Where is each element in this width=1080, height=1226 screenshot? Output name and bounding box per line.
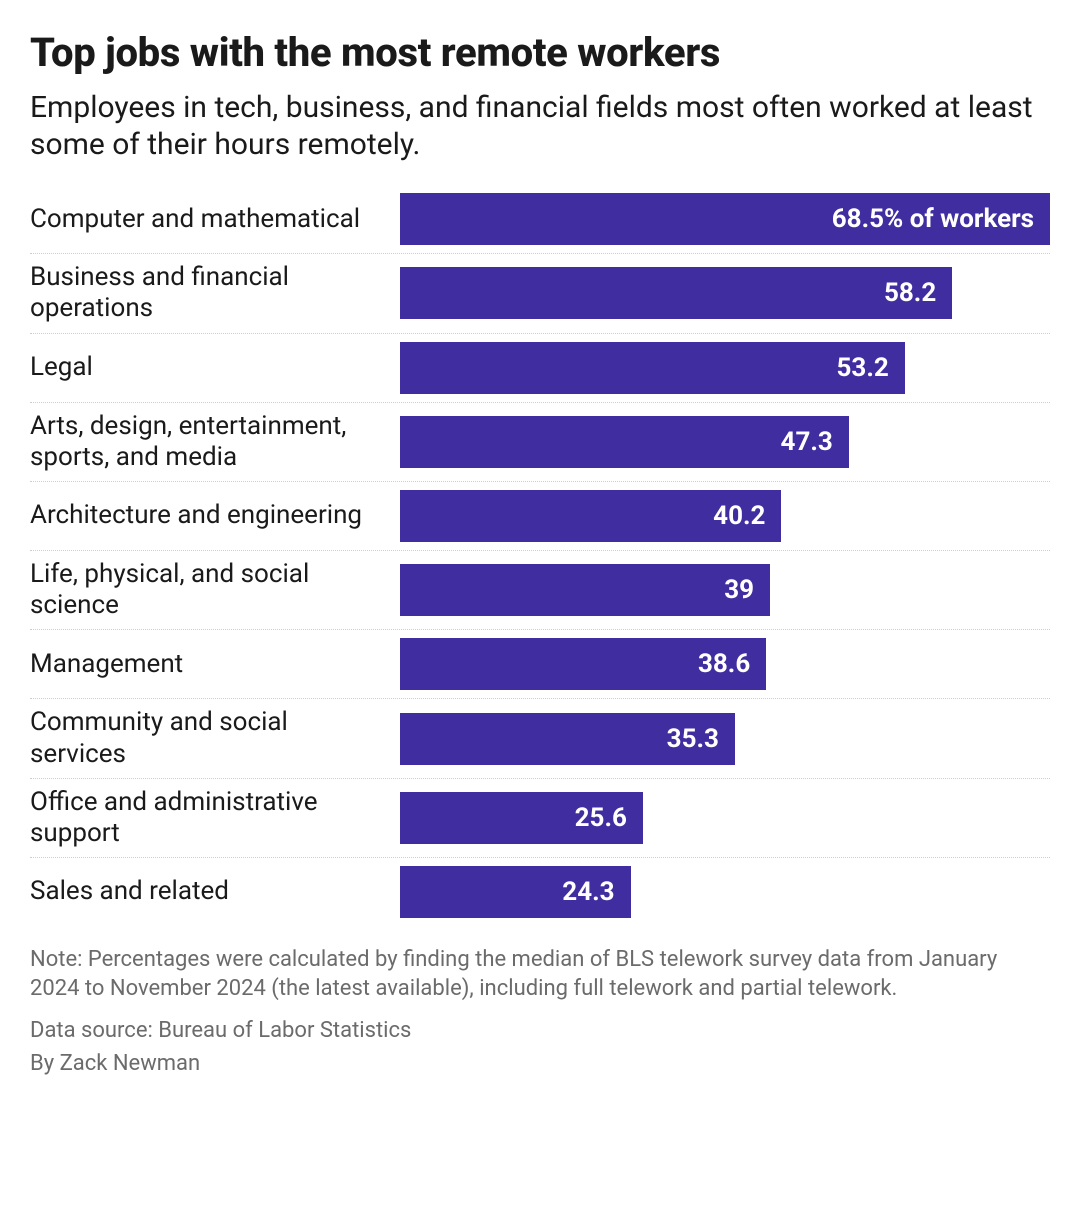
bar-value-label: 58.2 xyxy=(884,278,936,308)
bar-cell: 40.2 xyxy=(400,490,1050,542)
bar: 25.6 xyxy=(400,792,643,844)
chart-row: Architecture and engineering 40.2 xyxy=(30,482,1050,551)
bar-cell: 39 xyxy=(400,564,1050,616)
chart-row: Sales and related 24.3 xyxy=(30,858,1050,926)
bar: 35.3 xyxy=(400,713,735,765)
chart-row: Computer and mathematical 68.5% of worker… xyxy=(30,185,1050,254)
chart-container: Top jobs with the most remote workers Em… xyxy=(0,0,1080,1102)
category-label: Architecture and engineering xyxy=(30,500,400,531)
bar-value-label: 35.3 xyxy=(667,724,719,754)
bar: 39 xyxy=(400,564,770,616)
category-label: Sales and related xyxy=(30,876,400,907)
chart-row: Community and social services 35.3 xyxy=(30,699,1050,778)
bar-value-label: 68.5% of workers xyxy=(832,204,1034,234)
bar-value-label: 38.6 xyxy=(698,649,750,679)
chart-title: Top jobs with the most remote workers xyxy=(30,30,1050,76)
category-label: Legal xyxy=(30,352,400,383)
chart-row: Legal 53.2 xyxy=(30,334,1050,403)
chart-row: Business and financial operations 58.2 xyxy=(30,254,1050,333)
bar-cell: 47.3 xyxy=(400,416,1050,468)
bar-cell: 35.3 xyxy=(400,713,1050,765)
footnote: Note: Percentages were calculated by fin… xyxy=(30,946,1050,1003)
chart-footer: Note: Percentages were calculated by fin… xyxy=(30,946,1050,1078)
category-label: Computer and mathematical xyxy=(30,204,400,235)
bar-value-label: 24.3 xyxy=(562,877,614,907)
bar: 38.6 xyxy=(400,638,766,690)
bar-value-label: 25.6 xyxy=(575,803,627,833)
bar: 40.2 xyxy=(400,490,781,542)
bar: 47.3 xyxy=(400,416,849,468)
bar-cell: 53.2 xyxy=(400,342,1050,394)
category-label: Life, physical, and social science xyxy=(30,559,400,621)
bar-value-label: 53.2 xyxy=(837,353,889,383)
bar: 53.2 xyxy=(400,342,905,394)
category-label: Management xyxy=(30,649,400,680)
chart-row: Management 38.6 xyxy=(30,630,1050,699)
byline: By Zack Newman xyxy=(30,1050,1050,1079)
bar: 58.2 xyxy=(400,267,952,319)
bar-value-label: 39 xyxy=(724,575,754,605)
bar-cell: 68.5% of workers xyxy=(400,193,1050,245)
chart-subtitle: Employees in tech, business, and financi… xyxy=(30,90,1050,163)
chart-row: Arts, design, entertainment, sports, and… xyxy=(30,403,1050,482)
data-source: Data source: Bureau of Labor Statistics xyxy=(30,1017,1050,1046)
bar-chart: Computer and mathematical 68.5% of worker… xyxy=(30,185,1050,926)
bar-cell: 24.3 xyxy=(400,866,1050,918)
category-label: Business and financial operations xyxy=(30,262,400,324)
category-label: Community and social services xyxy=(30,707,400,769)
bar: 24.3 xyxy=(400,866,631,918)
category-label: Office and administrative support xyxy=(30,787,400,849)
bar-value-label: 47.3 xyxy=(781,427,833,457)
category-label: Arts, design, entertainment, sports, and… xyxy=(30,411,400,473)
chart-row: Life, physical, and social science 39 xyxy=(30,551,1050,630)
bar-cell: 25.6 xyxy=(400,792,1050,844)
chart-row: Office and administrative support 25.6 xyxy=(30,779,1050,858)
bar-cell: 38.6 xyxy=(400,638,1050,690)
bar: 68.5% of workers xyxy=(400,193,1050,245)
bar-value-label: 40.2 xyxy=(713,501,765,531)
bar-cell: 58.2 xyxy=(400,267,1050,319)
